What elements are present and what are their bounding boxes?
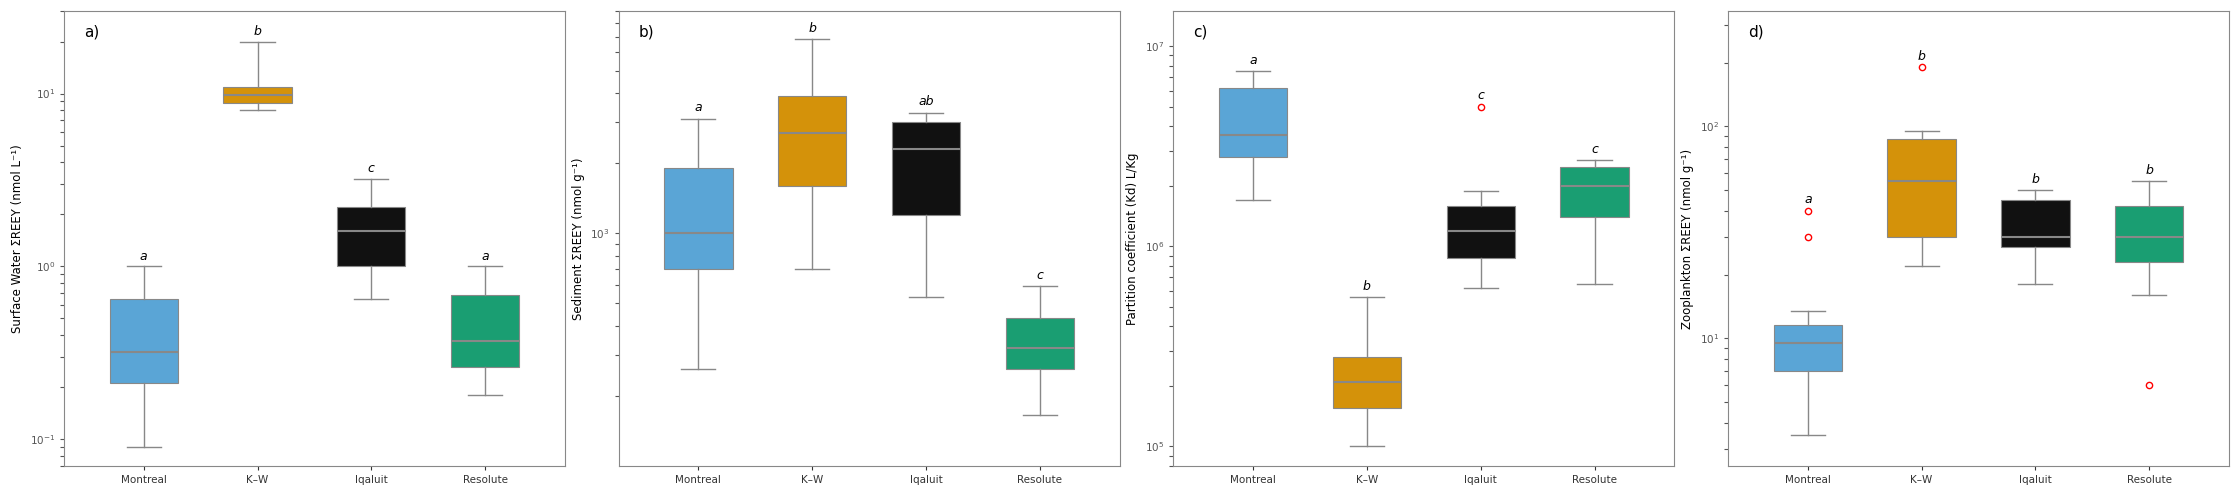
PathPatch shape xyxy=(1333,357,1400,408)
Y-axis label: Zooplankton ΣREEY (nmol g⁻¹): Zooplankton ΣREEY (nmol g⁻¹) xyxy=(1682,148,1693,328)
Text: c: c xyxy=(1478,89,1485,102)
PathPatch shape xyxy=(1219,88,1288,157)
Text: b): b) xyxy=(638,25,654,40)
PathPatch shape xyxy=(665,168,732,269)
PathPatch shape xyxy=(1447,205,1514,257)
Text: a: a xyxy=(139,249,148,263)
Text: d): d) xyxy=(1747,25,1763,40)
Text: b: b xyxy=(253,25,262,38)
Text: a): a) xyxy=(85,25,99,40)
PathPatch shape xyxy=(1774,325,1841,371)
PathPatch shape xyxy=(1888,139,1956,237)
Text: a: a xyxy=(1250,54,1257,67)
Text: a: a xyxy=(1803,193,1812,206)
Text: c: c xyxy=(1590,143,1597,156)
PathPatch shape xyxy=(224,87,291,103)
Text: ab: ab xyxy=(918,95,934,108)
PathPatch shape xyxy=(777,96,847,186)
PathPatch shape xyxy=(1561,167,1628,217)
Text: c): c) xyxy=(1194,25,1207,40)
Text: b: b xyxy=(1917,50,1926,63)
PathPatch shape xyxy=(338,207,405,266)
PathPatch shape xyxy=(110,299,177,383)
Text: a: a xyxy=(482,249,488,263)
Y-axis label: Sediment ΣREEY (nmol g⁻¹): Sediment ΣREEY (nmol g⁻¹) xyxy=(571,157,585,320)
Text: b: b xyxy=(2032,173,2038,186)
Text: b: b xyxy=(1362,280,1371,293)
Text: a: a xyxy=(694,101,703,114)
PathPatch shape xyxy=(450,295,520,368)
PathPatch shape xyxy=(1006,318,1073,370)
PathPatch shape xyxy=(2115,206,2184,262)
Y-axis label: Partition coefficient (Kd) L/Kg: Partition coefficient (Kd) L/Kg xyxy=(1127,152,1140,325)
Text: b: b xyxy=(2146,164,2153,177)
PathPatch shape xyxy=(892,122,961,215)
PathPatch shape xyxy=(2000,200,2070,247)
Text: c: c xyxy=(1037,268,1044,282)
Text: b: b xyxy=(809,21,815,35)
Y-axis label: Surface Water ΣREEY (nmol L⁻¹): Surface Water ΣREEY (nmol L⁻¹) xyxy=(11,144,25,333)
Text: c: c xyxy=(367,162,374,176)
